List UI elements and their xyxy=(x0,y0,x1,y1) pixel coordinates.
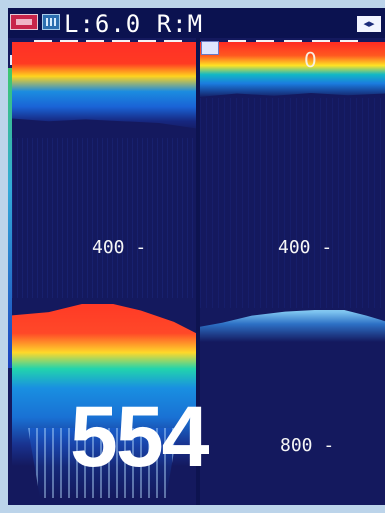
surface-echo-right xyxy=(200,42,385,97)
split-screen-divider xyxy=(196,38,200,505)
surface-echo-left xyxy=(12,42,196,129)
left-color-scale xyxy=(8,68,12,368)
right-depth-label: 400 - xyxy=(278,237,333,258)
right-lower-depth-label: 800 - xyxy=(280,435,335,456)
range-readout: L:6.0 R:M xyxy=(64,10,204,38)
digital-depth-readout: 554 xyxy=(70,389,209,485)
left-right-arrows-icon[interactable]: ◂▸ xyxy=(357,16,381,32)
mode-badge-icon[interactable] xyxy=(10,14,38,30)
bottom-echo-right xyxy=(200,310,385,342)
water-column-noise-right xyxy=(200,98,385,308)
sonar-screen: L:6.0 R:M ◂▸ 0 400 - 400 - 800 - 554 xyxy=(8,8,385,505)
left-depth-label: 400 - xyxy=(92,237,147,258)
surface-zero-marker: 0 xyxy=(304,48,317,72)
surface-arrow-icon xyxy=(201,41,219,55)
range-scale-icon[interactable] xyxy=(42,14,60,30)
bottom-echo-trails xyxy=(28,428,178,498)
top-status-bar: L:6.0 R:M ◂▸ xyxy=(8,8,385,38)
water-column-noise-left xyxy=(12,138,196,298)
